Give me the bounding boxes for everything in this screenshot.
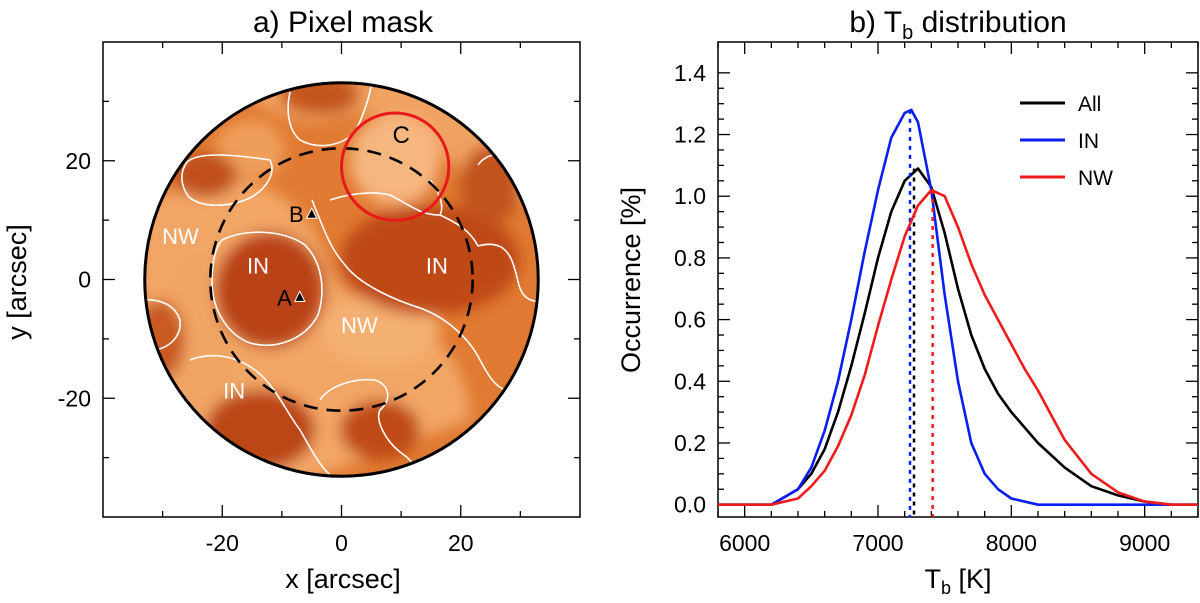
x-tick-label: -20 (206, 530, 239, 556)
panel-b-title-main: b) T (849, 6, 902, 39)
legend-label-nw: NW (1078, 167, 1113, 190)
panel-a-ticks: -20 0 20 -20 0 20 (58, 42, 580, 556)
x-tick-label: 20 (448, 530, 474, 556)
panel-b-xlabel-sub: b (941, 578, 951, 598)
y-tick-label: 0.8 (674, 245, 706, 271)
y-tick-label: 1.4 (674, 60, 706, 86)
region-labels: NW IN IN NW IN (162, 224, 448, 403)
solar-map (144, 82, 539, 477)
y-tick-label: -20 (58, 385, 91, 411)
series-line-in (718, 108, 1198, 506)
panel-a-ylabel: y [arcsec] (2, 224, 32, 340)
y-tick-label: 0.2 (674, 430, 706, 456)
x-tick-label: 7000 (852, 530, 903, 556)
panel-b-ticks: 6000 7000 8000 9000 0.0 0.2 0.4 0.6 0.8 1.0 1.2 1.4 (674, 42, 1199, 556)
y-tick-label: 1.2 (674, 122, 706, 148)
legend: All IN NW (1020, 93, 1113, 190)
legend-label-all: All (1078, 93, 1101, 116)
region-label: IN (426, 254, 448, 279)
y-tick-label: 0.4 (674, 368, 706, 394)
series-line-nw (718, 188, 1198, 506)
panel-b-title-sub: b (902, 22, 913, 44)
y-tick-label: 0.0 (674, 492, 706, 518)
point-markers: AB (277, 202, 318, 310)
panel-b-ylabel: Occurrence [%] (616, 187, 646, 373)
panel-a-xlabel: x [arcsec] (285, 564, 401, 594)
region-label: IN (223, 378, 245, 403)
circle-c (340, 111, 451, 222)
field-of-view-circle (143, 81, 540, 478)
point-label: B (289, 202, 304, 227)
panel-b-frame (717, 41, 1199, 518)
pixel-mask-panel: a) Pixel mask -20 0 20 -20 0 20 (2, 6, 581, 594)
y-tick-label: 0.6 (674, 307, 706, 333)
x-tick-label: 9000 (1119, 530, 1170, 556)
x-tick-label: 8000 (986, 530, 1037, 556)
y-tick-label: 0 (78, 267, 91, 293)
panel-b-xlabel-main: T (924, 564, 941, 594)
tb-distribution-panel: b) Tb distribution 6000 7000 8000 90000.00.… (616, 6, 1199, 598)
series-line-all (718, 167, 1198, 506)
panel-b-title: b) Tb distribution (849, 6, 1066, 44)
x-tick-label: 0 (335, 530, 348, 556)
panel-b-xlabel-rest: [K] (951, 564, 992, 594)
distribution-lines (718, 108, 1198, 517)
legend-label-in: IN (1078, 130, 1099, 153)
y-tick-label: 1.0 (674, 183, 706, 209)
circle-c-label: C (392, 122, 409, 149)
dashed-circle (209, 147, 474, 412)
region-label: NW (341, 313, 378, 338)
x-tick-label: 6000 (719, 530, 770, 556)
region-label: NW (162, 224, 199, 249)
panel-a-title: a) Pixel mask (253, 6, 434, 39)
point-marker (305, 207, 318, 219)
panel-b-xlabel: Tb [K] (924, 564, 991, 598)
point-label: A (277, 285, 292, 310)
point-marker (293, 290, 306, 302)
panel-b-title-rest: distribution (913, 6, 1066, 39)
region-label: IN (247, 254, 269, 279)
y-tick-label: 20 (65, 148, 91, 174)
